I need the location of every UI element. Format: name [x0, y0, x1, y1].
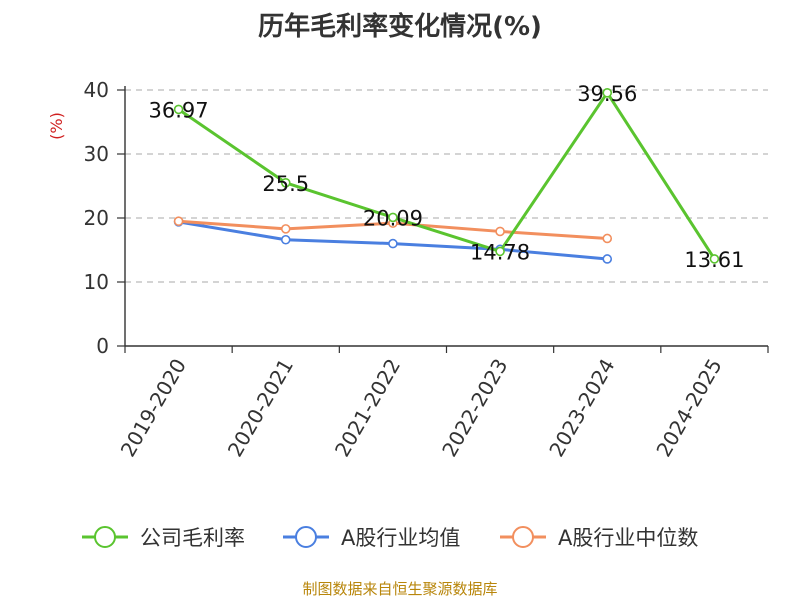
series-0	[173, 88, 720, 264]
legend-label: A股行业均值	[341, 526, 460, 550]
data-label: 14.78	[470, 240, 530, 264]
grid-lines	[125, 89, 768, 283]
data-point	[280, 178, 291, 188]
legend-item-2: A股行业中位数	[500, 526, 698, 550]
x-tick-label: 2024-2025	[651, 355, 726, 461]
series-2	[173, 216, 613, 244]
data-point	[602, 88, 613, 98]
legend-marker	[295, 526, 317, 548]
x-tick-label: 2023-2024	[544, 355, 619, 461]
data-point	[602, 233, 613, 244]
data-point	[280, 234, 291, 245]
source-note: 制图数据来自恒生聚源数据库	[302, 580, 498, 598]
data-labels: 36.97 25.5 20.09 14.78 39.56 13.61	[149, 82, 745, 272]
data-label: 39.56	[577, 82, 637, 106]
data-point	[388, 212, 398, 223]
x-tick-label: 2021-2022	[330, 355, 405, 461]
data-point	[602, 254, 613, 264]
series-line	[177, 91, 716, 260]
data-point	[173, 216, 184, 226]
data-label: 20.09	[363, 206, 423, 230]
legend-item-0: 公司毛利率	[82, 526, 245, 550]
legend-label: A股行业中位数	[558, 526, 698, 550]
axes: 0 10 20 30 40 2019-2020 2020-2021 2021-2022 2022…	[84, 78, 769, 461]
data-point	[495, 226, 505, 237]
legend-item-1: A股行业均值	[283, 526, 460, 550]
y-tick-label: 20	[84, 206, 109, 230]
data-point	[388, 238, 398, 249]
y-tick-label: 10	[84, 270, 109, 294]
legend-marker	[512, 526, 534, 548]
series	[173, 88, 720, 264]
x-tick-label: 2019-2020	[116, 355, 191, 461]
data-point	[495, 246, 505, 257]
x-tick-label: 2022-2023	[437, 355, 512, 461]
y-tick-label: 40	[84, 78, 109, 102]
x-tick-label: 2020-2021	[223, 355, 298, 461]
legend: 公司毛利率 A股行业均值 A股行业中位数	[82, 526, 698, 550]
legend-marker	[94, 526, 116, 548]
data-label: 25.5	[262, 172, 309, 196]
data-label: 36.97	[149, 98, 209, 122]
y-tick-label: 0	[96, 334, 109, 358]
legend-label: 公司毛利率	[140, 526, 245, 550]
data-point	[709, 254, 720, 264]
y-tick-label: 30	[84, 142, 109, 166]
data-point	[280, 224, 291, 234]
y-axis-label: (%)	[47, 112, 66, 140]
data-point	[173, 104, 184, 115]
chart-title: 历年毛利率变化情况(%)	[258, 12, 542, 42]
data-label: 13.61	[684, 248, 744, 272]
